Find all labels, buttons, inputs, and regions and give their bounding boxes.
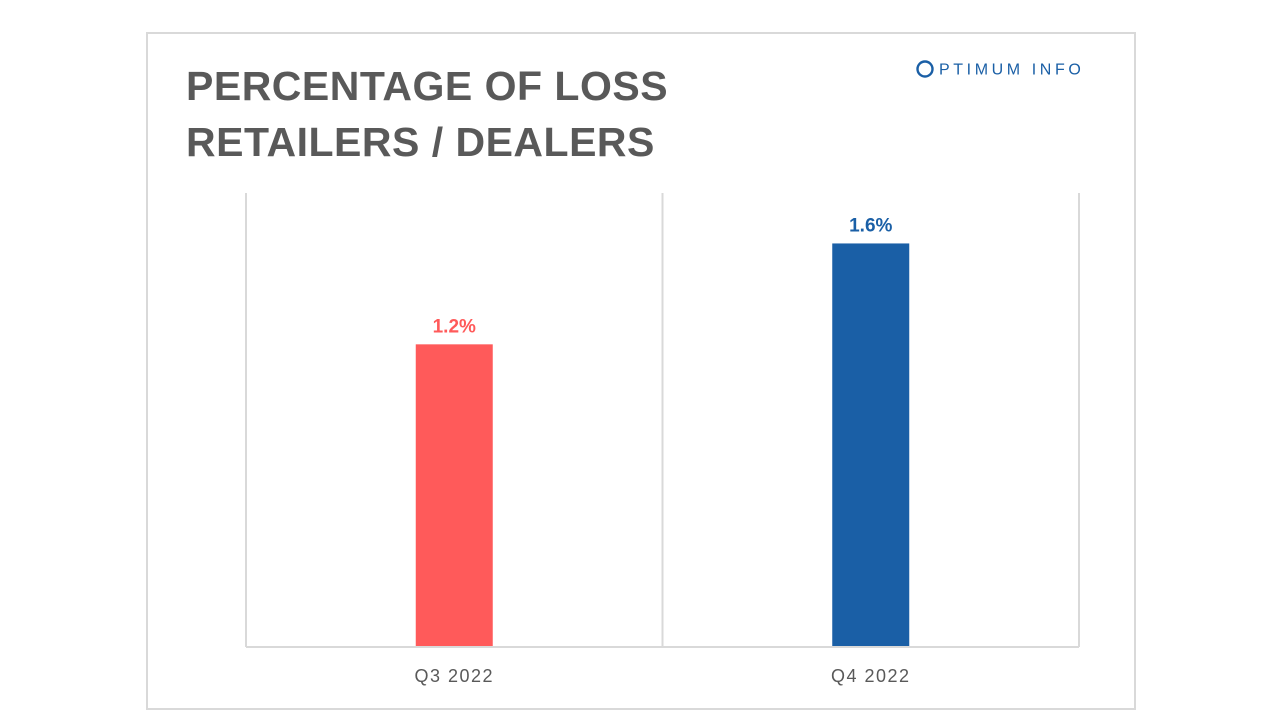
x-tick-label-q4-2022: Q4 2022: [831, 666, 911, 686]
data-label-q4-2022: 1.6%: [849, 215, 892, 236]
slide-frame: [146, 32, 1136, 710]
optimum-info-logo: PTIMUM INFO: [916, 60, 1084, 79]
chart-title: PERCENTAGE OF LOSS RETAILERS / DEALERS: [186, 58, 668, 170]
chart-title-line-2: RETAILERS / DEALERS: [186, 119, 655, 165]
bar-q4-2022: [832, 243, 910, 647]
data-label-q3-2022: 1.2%: [433, 316, 476, 337]
x-tick-label-q3-2022: Q3 2022: [414, 666, 494, 686]
logo-text: PTIMUM INFO: [939, 62, 1084, 79]
logo-ring-icon: [916, 60, 934, 78]
chart-title-line-1: PERCENTAGE OF LOSS: [186, 63, 669, 109]
bar-q3-2022: [415, 344, 493, 647]
